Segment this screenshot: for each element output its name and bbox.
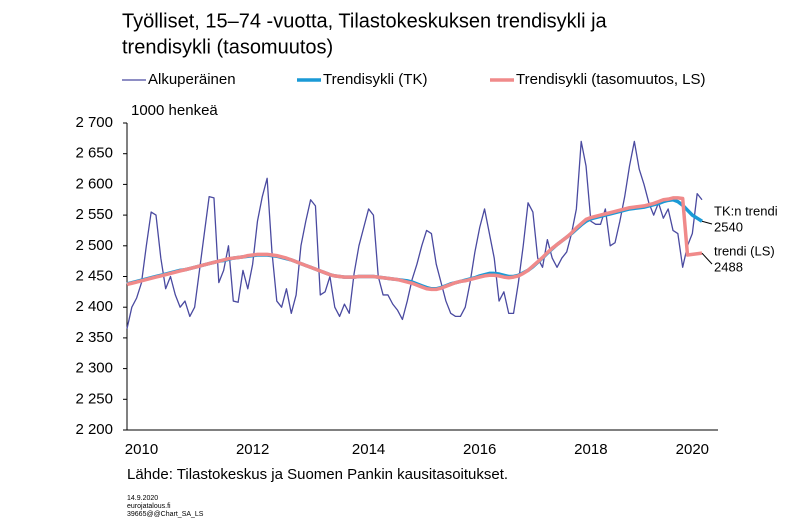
y-tick-label: 2 600 (75, 175, 113, 192)
annotation-label: TK:n trendi (714, 203, 778, 218)
x-tick-label: 2020 (676, 441, 709, 458)
chart-title: Työlliset, 15–74 -vuotta, Tilastokeskuks… (122, 10, 608, 32)
y-tick-label: 2 550 (75, 206, 113, 223)
annotation-value: 2488 (714, 259, 743, 274)
annotation-leader (701, 252, 713, 265)
annotation-label: trendi (LS) (714, 243, 775, 258)
legend-label: Alkuperäinen (148, 71, 236, 88)
y-tick-label: 2 450 (75, 267, 113, 284)
y-tick-label: 2 250 (75, 390, 113, 407)
y-tick-label: 2 200 (75, 421, 113, 438)
x-tick-label: 2018 (574, 441, 607, 458)
annotation-leader (701, 220, 713, 225)
x-tick-label: 2012 (236, 441, 269, 458)
annotation-value: 2540 (714, 219, 743, 234)
footer: 39665@@Chart_SA_LS (127, 511, 204, 518)
y-tick-label: 2 500 (75, 237, 113, 254)
y-tick-label: 2 300 (75, 360, 113, 377)
x-tick-label: 2010 (125, 441, 158, 458)
source: Lähde: Tilastokeskus ja Suomen Pankin ka… (127, 466, 508, 483)
y-tick-label: 2 350 (75, 329, 113, 346)
legend-label: Trendisykli (tasomuutos, LS) (516, 71, 706, 88)
series-line (126, 198, 703, 291)
footer: eurojatalous.fi (127, 503, 171, 510)
footer: 14.9.2020 (127, 495, 158, 502)
y-tick-label: 2 700 (75, 114, 113, 131)
y-tick-label: 2 650 (75, 145, 113, 162)
y-tick-label: 2 400 (75, 298, 113, 315)
chart-title: trendisykli (tasomuutos) (122, 36, 333, 58)
series-line (126, 196, 703, 292)
x-tick-label: 2014 (352, 441, 385, 458)
legend-label: Trendisykli (TK) (323, 71, 427, 88)
series-line (126, 140, 703, 329)
x-tick-label: 2016 (463, 441, 496, 458)
y-axis-label: 1000 henkeä (131, 102, 218, 119)
